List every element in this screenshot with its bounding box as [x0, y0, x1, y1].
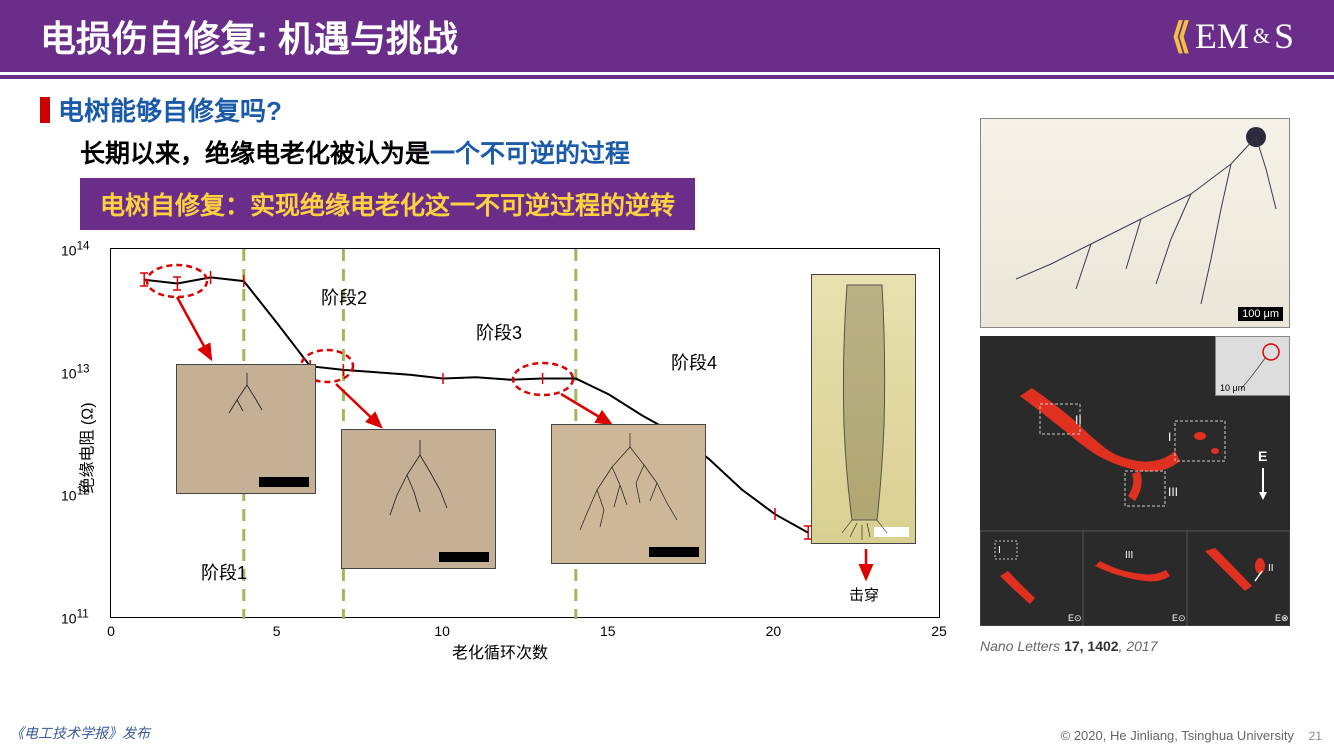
- xtick-5: 5: [273, 623, 281, 639]
- svg-text:III: III: [1168, 485, 1178, 499]
- xtick-20: 20: [766, 623, 782, 639]
- chart-xlabel: 老化循环次数: [452, 639, 548, 663]
- svg-text:E⊙: E⊙: [1172, 613, 1186, 623]
- xtick-15: 15: [600, 623, 616, 639]
- stage-label-2: 阶段2: [321, 284, 367, 310]
- scale-label-top: 100 μm: [1238, 307, 1283, 321]
- micrograph-bottom: 10 μm II I III E: [980, 336, 1290, 626]
- svg-text:E: E: [1258, 448, 1267, 464]
- logo-amp: &: [1253, 23, 1270, 49]
- slide-header: 电损伤自修复: 机遇与挑战 ⟪ EM & S: [0, 0, 1334, 72]
- svg-text:I: I: [1168, 430, 1171, 444]
- micro2-svg: II I III E I III: [980, 336, 1290, 626]
- ytick-14: 1014: [61, 240, 90, 259]
- svg-text:II: II: [1268, 563, 1274, 574]
- svg-text:E⊗: E⊗: [1275, 613, 1289, 623]
- stage-label-1: 阶段1: [201, 559, 247, 585]
- ytick-13: 1013: [61, 362, 90, 381]
- statement-highlight: 一个不可逆的过程: [430, 140, 630, 168]
- right-panel: 100 μm 10 μm II: [980, 118, 1290, 658]
- inset-stage1: [176, 364, 316, 494]
- stage-label-4: 阶段4: [671, 349, 717, 375]
- xtick-0: 0: [107, 623, 115, 639]
- citation-journal: Nano Letters: [980, 638, 1064, 654]
- arrow-1: [177, 297, 211, 359]
- content-area: 电树能够自修复吗? 长期以来，绝缘电老化被认为是一个不可逆的过程 电树自修复：实…: [0, 79, 1334, 658]
- svg-text:E⊙: E⊙: [1068, 613, 1082, 623]
- citation-year: , 2017: [1119, 638, 1158, 654]
- footer-right: © 2020, He Jinliang, Tsinghua University: [1061, 728, 1294, 743]
- ytick-12: 1012: [61, 485, 90, 504]
- chart-panel: 绝缘电阻 (Ω) 1014 1013 1012 1011 0 5 10 15 2…: [40, 238, 960, 658]
- logo-chevron-icon: ⟪: [1171, 15, 1191, 57]
- ytick-11: 1011: [61, 608, 89, 627]
- question-text: 电树能够自修复吗?: [58, 91, 282, 128]
- citation-vol: 17: [1064, 638, 1080, 654]
- lab-logo: ⟪ EM & S: [1171, 15, 1294, 57]
- xtick-25: 25: [931, 623, 947, 639]
- footer-left: 《电工技术学报》发布: [10, 723, 150, 743]
- red-bullet: [40, 97, 50, 123]
- xtick-10: 10: [434, 623, 450, 639]
- inset-stage2: [341, 429, 496, 569]
- chart-ylabel: 绝缘电阻 (Ω): [74, 402, 98, 493]
- stage-label-3: 阶段3: [476, 319, 522, 345]
- chart-plot-area: 1014 1013 1012 1011 0 5 10 15 20 25: [110, 248, 940, 618]
- svg-text:I: I: [998, 545, 1001, 556]
- slide-title: 电损伤自修复: 机遇与挑战: [40, 10, 458, 62]
- inset-stage3: [551, 424, 706, 564]
- page-number: 21: [1309, 729, 1322, 743]
- svg-text:III: III: [1125, 550, 1133, 561]
- citation-page: , 1402: [1080, 638, 1119, 654]
- main-area: 绝缘电阻 (Ω) 1014 1013 1012 1011 0 5 10 15 2…: [40, 238, 1294, 658]
- micrograph-top: 100 μm: [980, 118, 1290, 328]
- svg-text:II: II: [1075, 413, 1082, 427]
- statement-prefix: 长期以来，绝缘电老化被认为是: [80, 140, 430, 168]
- logo-text-main: EM: [1195, 15, 1249, 57]
- arrow-3: [561, 394, 611, 424]
- purple-highlight-box: 电树自修复：实现绝缘电老化这一不可逆过程的逆转: [80, 178, 695, 230]
- citation: Nano Letters 17, 1402, 2017: [980, 638, 1290, 654]
- inset-stage4: [811, 274, 916, 544]
- breakdown-label: 击穿: [849, 584, 879, 605]
- logo-text-s: S: [1274, 15, 1294, 57]
